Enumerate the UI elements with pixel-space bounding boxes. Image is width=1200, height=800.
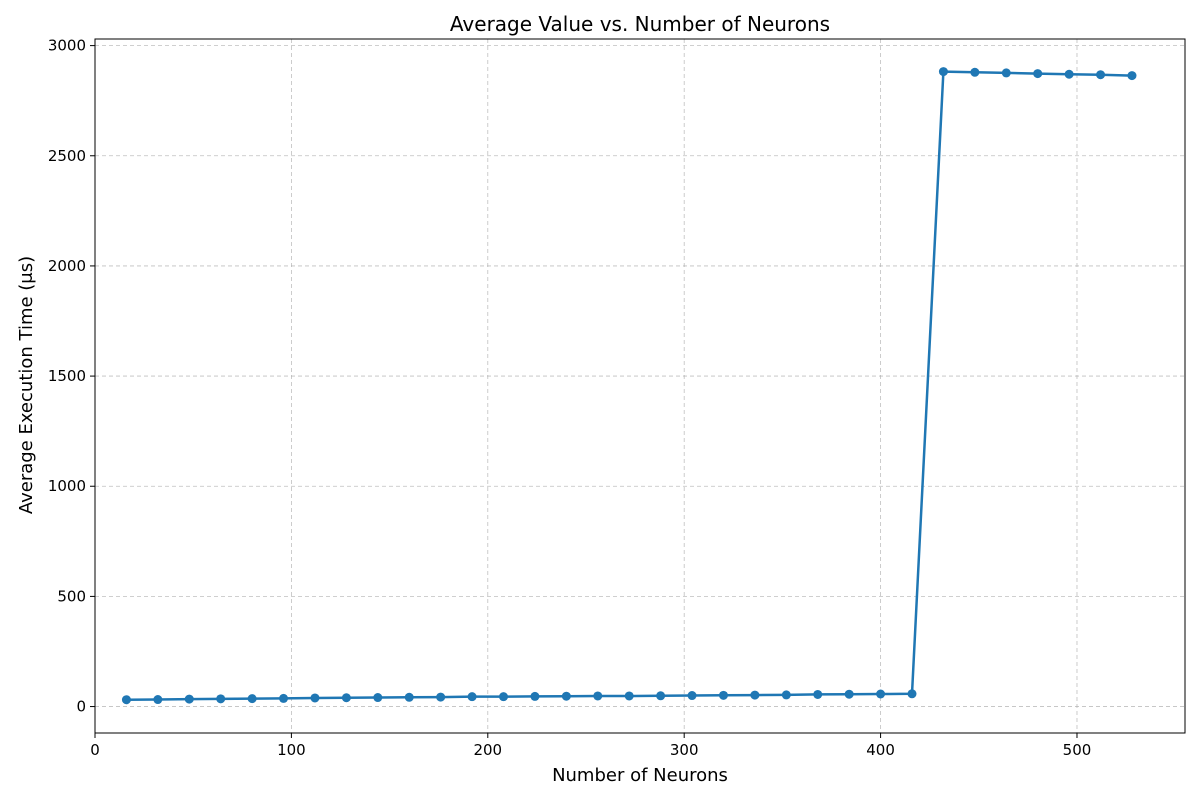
data-point <box>876 689 886 699</box>
data-point <box>153 695 163 705</box>
data-point <box>436 692 446 702</box>
data-point <box>624 691 634 701</box>
data-point <box>279 693 289 703</box>
y-axis-label: Average Execution Time (μs) <box>16 256 37 514</box>
data-point <box>970 67 980 77</box>
x-tick-label: 200 <box>473 741 502 759</box>
y-tick-label: 3000 <box>48 37 86 55</box>
data-point <box>404 692 414 702</box>
y-tick-label: 500 <box>57 587 86 605</box>
data-point <box>561 691 571 701</box>
data-point <box>1096 70 1106 80</box>
x-tick-label: 400 <box>866 741 895 759</box>
grid <box>94 39 1185 733</box>
data-point <box>121 695 131 705</box>
data-point <box>1033 69 1043 79</box>
data-point <box>1001 68 1011 78</box>
data-point <box>1064 69 1074 79</box>
data-point <box>718 690 728 700</box>
data-point <box>184 694 194 704</box>
series-layer <box>121 67 1137 705</box>
data-point <box>656 691 666 701</box>
data-point <box>216 694 226 704</box>
x-tick-label: 100 <box>277 741 306 759</box>
y-tick-label: 1500 <box>48 367 86 385</box>
data-point <box>499 692 509 702</box>
data-point <box>781 690 791 700</box>
data-point <box>530 691 540 701</box>
data-point <box>341 693 351 703</box>
x-tick-label: 0 <box>90 741 100 759</box>
x-axis-label: Number of Neurons <box>552 765 728 786</box>
y-tick-label: 2000 <box>48 257 86 275</box>
plot-frame <box>94 38 1186 734</box>
data-point <box>844 689 854 699</box>
chart-title: Average Value vs. Number of Neurons <box>450 12 830 36</box>
data-point <box>310 693 320 703</box>
data-point <box>813 689 823 699</box>
y-tick-label: 0 <box>76 698 86 716</box>
x-tick-label: 500 <box>1063 741 1092 759</box>
axes: 0 100 200 300 400 500 0 500 1000 1500 2000 2500 3000 <box>48 37 1186 759</box>
data-point <box>687 691 697 701</box>
series-line <box>126 70 1133 701</box>
data-point <box>373 693 383 703</box>
data-point <box>750 690 760 700</box>
data-point <box>593 691 603 701</box>
y-tick-label: 1000 <box>48 477 86 495</box>
data-point <box>467 692 477 702</box>
data-point <box>247 694 257 704</box>
data-point <box>938 67 948 77</box>
data-point <box>907 689 917 699</box>
y-tick-label: 2500 <box>48 147 86 165</box>
x-tick-label: 300 <box>670 741 699 759</box>
data-point <box>1127 71 1137 81</box>
